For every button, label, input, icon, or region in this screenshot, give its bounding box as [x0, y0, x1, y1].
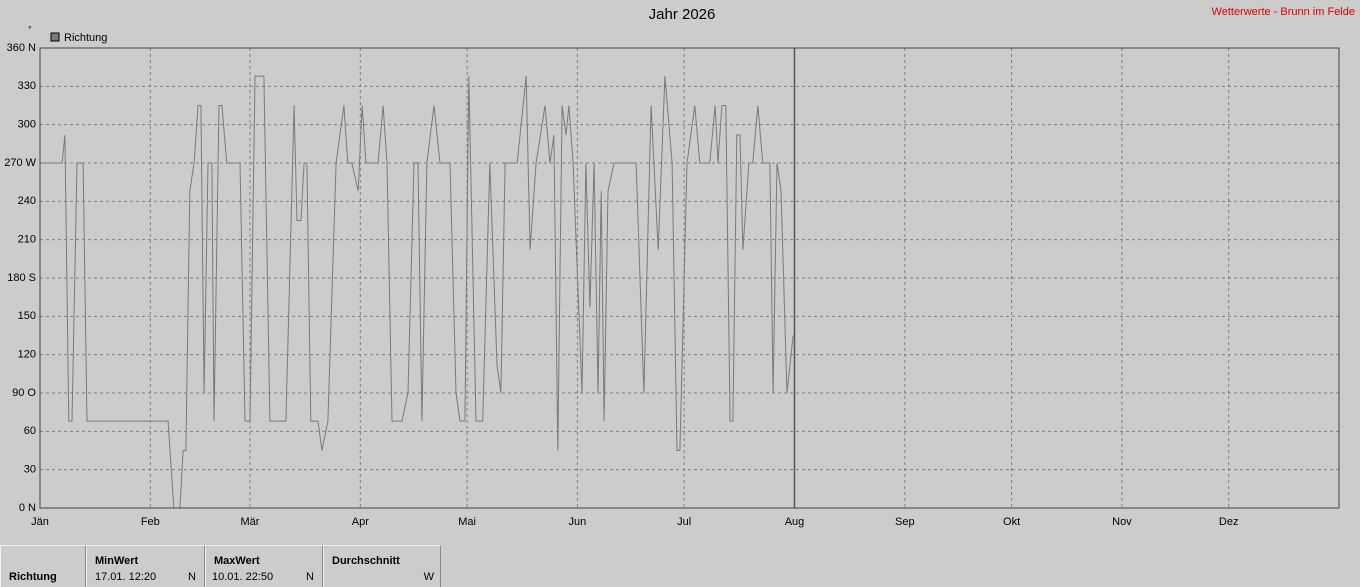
x-tick-label: Mai [458, 516, 476, 528]
col-header: Durchschnitt [332, 555, 400, 567]
x-tick-label: Nov [1112, 516, 1132, 528]
legend-swatch [50, 32, 60, 42]
x-tick-label: Feb [141, 516, 160, 528]
time: 10.01. 22:50 [212, 571, 274, 583]
x-tick-label: Aug [785, 516, 805, 528]
data-line [40, 75, 794, 509]
y-tick-label: 210 [18, 234, 36, 246]
y-tick-label: 120 [18, 349, 36, 361]
y-tick-label: 270 W [4, 157, 36, 169]
y-tick-label: 0 N [19, 502, 36, 514]
x-tick-label: Jul [677, 516, 691, 528]
y-tick-label: 360 N [7, 42, 36, 54]
x-tick-label: Sep [895, 516, 915, 528]
x-tick-label: Apr [352, 516, 369, 528]
legend-label: Richtung [64, 32, 107, 44]
time: 17.01. 12:20 [95, 571, 157, 583]
dir: W [423, 571, 434, 583]
col-header: MinWert [95, 555, 139, 567]
x-tick-label: Jän [31, 516, 49, 528]
x-tick-label: Jun [569, 516, 587, 528]
chart: Jahr 2026 Wetterwerte - Brunn im Felde °… [4, 6, 1355, 528]
x-tick-label: Mär [240, 516, 259, 528]
source-label: Wetterwerte - Brunn im Felde [1212, 6, 1355, 18]
y-tick-label: 30 [24, 464, 36, 476]
table-cell: MaxWert 10.01. 22:50 N [205, 545, 323, 587]
row-label: Richtung [9, 571, 57, 583]
dir: N [306, 571, 314, 583]
y-tick-label: 180 S [7, 272, 36, 284]
y-tick-label: 300 [18, 119, 36, 131]
y-tick-label: 330 [18, 80, 36, 92]
y-unit: ° [28, 24, 32, 34]
table-cell: MinWert 17.01. 12:20 N [86, 545, 205, 587]
y-tick-label: 90 O [12, 387, 36, 399]
table-row-label-cell: Richtung [0, 545, 86, 587]
col-header: MaxWert [214, 555, 260, 567]
x-tick-label: Okt [1003, 516, 1020, 528]
chart-title: Jahr 2026 [649, 6, 716, 23]
y-tick-label: 150 [18, 310, 36, 322]
dir: N [188, 571, 196, 583]
x-tick-label: Dez [1219, 516, 1239, 528]
table-cell: Durchschnitt W [323, 545, 441, 587]
plot-frame [39, 47, 1340, 509]
y-tick-label: 60 [24, 425, 36, 437]
y-tick-label: 240 [18, 195, 36, 207]
